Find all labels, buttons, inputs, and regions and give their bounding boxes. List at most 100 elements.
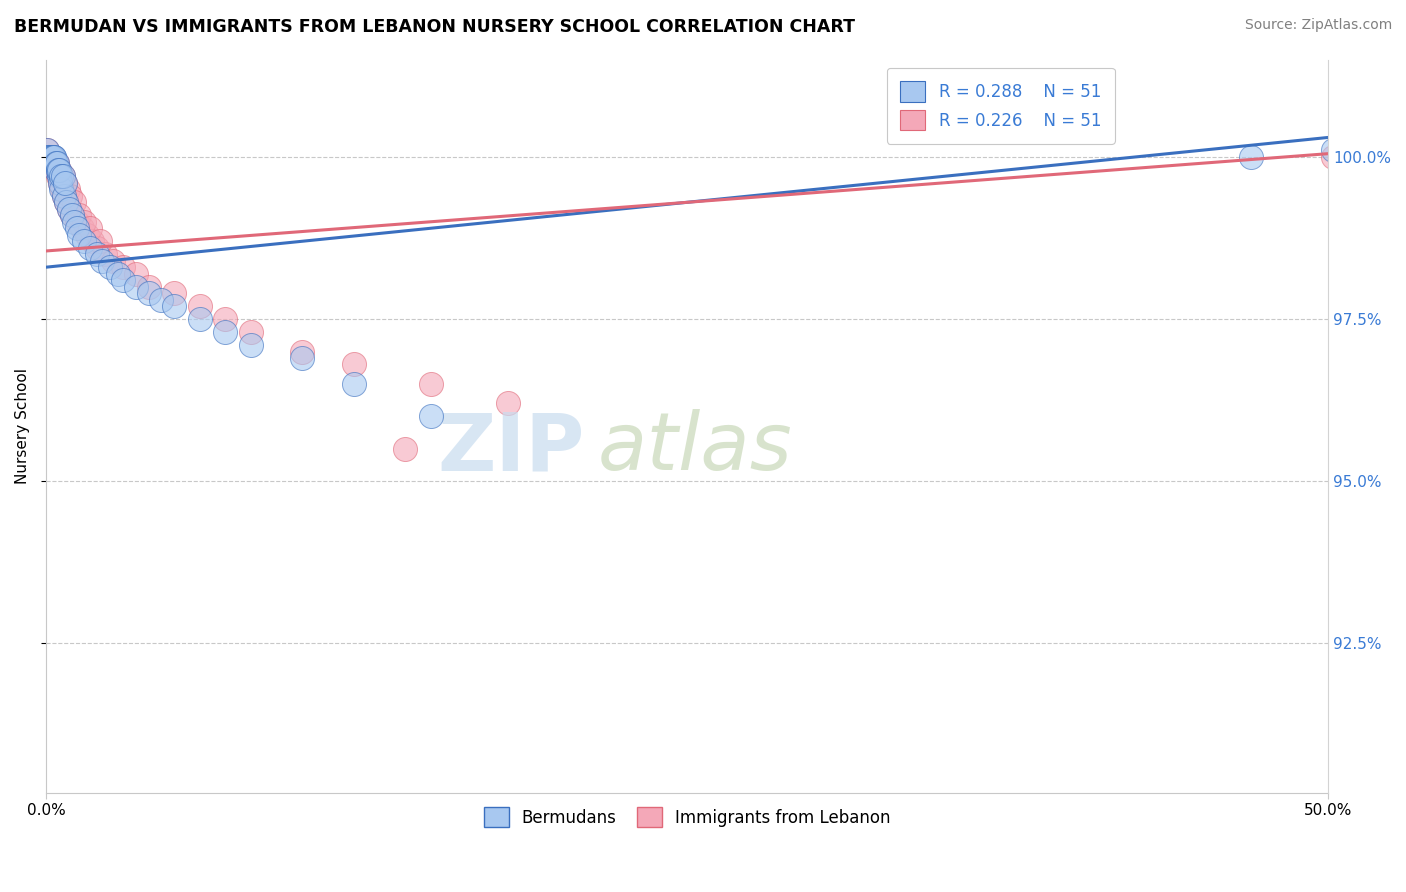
Point [56, 182, 79, 196]
Point [125, 279, 148, 293]
Point [240, 325, 263, 339]
Point [52, 169, 75, 184]
Point [291, 351, 314, 365]
Point [52, 169, 75, 184]
Point [60, 208, 83, 222]
Text: Source: ZipAtlas.com: Source: ZipAtlas.com [1244, 18, 1392, 32]
Point [79, 241, 101, 255]
Point [49, 169, 72, 184]
Point [38, 150, 60, 164]
Point [86, 247, 108, 261]
Point [55, 195, 77, 210]
Point [125, 267, 148, 281]
Point [107, 267, 129, 281]
Point [44, 156, 66, 170]
Point [150, 293, 173, 307]
Point [42, 150, 65, 164]
Point [66, 215, 89, 229]
Y-axis label: Nursery School: Nursery School [15, 368, 30, 484]
Point [38, 150, 60, 164]
Point [188, 312, 211, 326]
Point [39, 150, 62, 164]
Legend: Bermudans, Immigrants from Lebanon: Bermudans, Immigrants from Lebanon [475, 798, 898, 836]
Point [42, 150, 65, 164]
Point [45, 156, 67, 170]
Point [1322, 144, 1344, 158]
Point [67, 208, 90, 222]
Point [67, 227, 90, 242]
Point [111, 273, 134, 287]
Point [240, 338, 263, 352]
Point [188, 299, 211, 313]
Point [138, 286, 160, 301]
Point [55, 195, 77, 210]
Point [49, 169, 72, 184]
Point [63, 195, 86, 210]
Point [91, 253, 114, 268]
Point [45, 162, 67, 177]
Point [44, 156, 66, 170]
Point [38, 150, 60, 164]
Point [86, 241, 108, 255]
Point [46, 162, 69, 177]
Point [101, 253, 124, 268]
Point [138, 279, 160, 293]
Point [59, 189, 82, 203]
Point [49, 176, 72, 190]
Point [41, 150, 63, 164]
Point [42, 150, 65, 164]
Point [419, 409, 441, 424]
Point [45, 156, 67, 170]
Point [48, 162, 70, 177]
Point [53, 176, 76, 190]
Point [44, 156, 66, 170]
Point [39, 150, 62, 164]
Point [41, 150, 63, 164]
Point [45, 156, 67, 170]
Point [82, 234, 104, 248]
Point [49, 176, 72, 190]
Point [73, 234, 96, 248]
Point [66, 221, 89, 235]
Point [60, 208, 83, 222]
Point [163, 286, 186, 301]
Point [44, 150, 66, 164]
Point [1240, 150, 1263, 164]
Point [70, 221, 93, 235]
Point [1322, 150, 1344, 164]
Point [46, 162, 69, 177]
Point [214, 312, 236, 326]
Point [79, 221, 101, 235]
Point [419, 376, 441, 391]
Point [52, 189, 75, 203]
Point [51, 182, 73, 196]
Point [38, 150, 60, 164]
Point [37, 150, 59, 164]
Point [343, 376, 366, 391]
Point [496, 396, 519, 410]
Text: BERMUDAN VS IMMIGRANTS FROM LEBANON NURSERY SCHOOL CORRELATION CHART: BERMUDAN VS IMMIGRANTS FROM LEBANON NURS… [14, 18, 855, 36]
Point [394, 442, 416, 456]
Point [58, 202, 80, 216]
Point [214, 325, 236, 339]
Point [45, 162, 67, 177]
Point [291, 344, 314, 359]
Point [63, 215, 86, 229]
Point [37, 144, 59, 158]
Point [73, 215, 96, 229]
Text: atlas: atlas [598, 409, 792, 487]
Point [38, 150, 60, 164]
Point [51, 182, 73, 196]
Point [89, 234, 111, 248]
Point [343, 358, 366, 372]
Point [39, 150, 62, 164]
Point [94, 247, 117, 261]
Point [58, 202, 80, 216]
Point [46, 169, 69, 184]
Point [37, 150, 59, 164]
Point [53, 176, 76, 190]
Point [163, 299, 186, 313]
Point [48, 169, 70, 184]
Point [37, 144, 59, 158]
Point [41, 150, 63, 164]
